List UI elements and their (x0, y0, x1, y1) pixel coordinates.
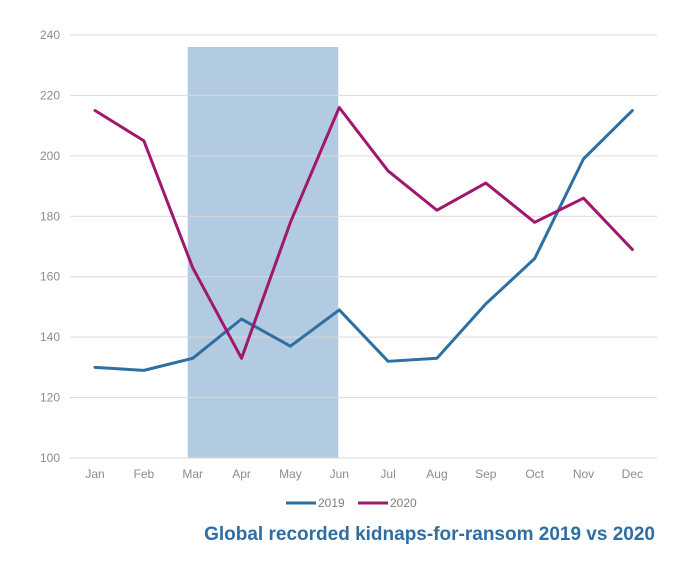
legend-label: 2019 (318, 496, 345, 510)
x-tick-label: Sep (475, 467, 497, 481)
y-tick-label: 100 (40, 451, 60, 465)
x-axis-ticks: Jan Feb Mar Apr May Jun Jul Aug Sep Oct Nov Dec (85, 467, 643, 481)
x-tick-label: May (279, 467, 302, 481)
legend: 2019 2020 (286, 496, 417, 510)
y-tick-label: 180 (40, 209, 60, 223)
y-axis-ticks: 100 120 140 160 180 200 220 240 (40, 28, 60, 465)
x-tick-label: Jul (380, 467, 395, 481)
y-tick-label: 220 (40, 88, 60, 102)
x-tick-label: Jun (330, 467, 349, 481)
chart-title: Global recorded kidnaps-for-ransom 2019 … (204, 524, 655, 545)
x-tick-label: Aug (426, 467, 447, 481)
x-tick-label: Nov (573, 467, 594, 481)
series-line-2020 (93, 106, 634, 360)
x-tick-label: Dec (622, 467, 643, 481)
y-tick-label: 140 (40, 330, 60, 344)
x-tick-label: Jan (85, 467, 104, 481)
y-tick-label: 160 (40, 270, 60, 284)
gridlines (70, 34, 657, 459)
x-tick-label: Feb (134, 467, 155, 481)
x-tick-label: Apr (232, 467, 251, 481)
legend-label: 2020 (390, 496, 417, 510)
x-tick-label: Mar (182, 467, 203, 481)
y-tick-label: 120 (40, 391, 60, 405)
series-line-2019 (93, 109, 634, 372)
y-tick-label: 240 (40, 28, 60, 42)
x-tick-label: Oct (525, 467, 544, 481)
series-lines (93, 106, 634, 372)
y-tick-label: 200 (40, 149, 60, 163)
highlight-band (187, 47, 339, 458)
